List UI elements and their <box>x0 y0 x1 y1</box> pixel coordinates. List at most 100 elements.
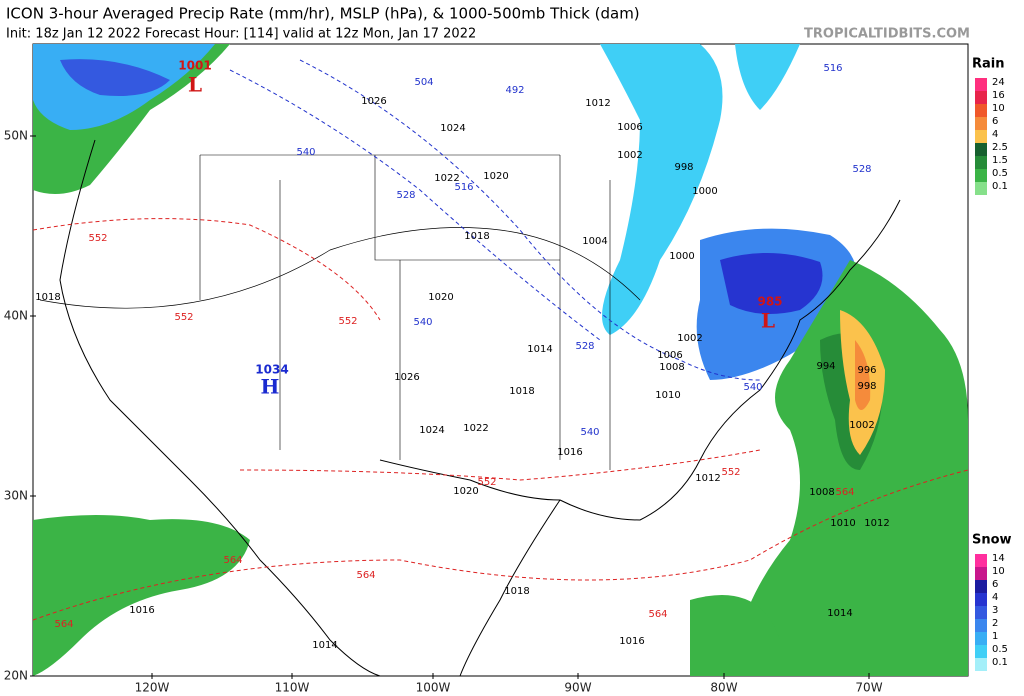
thickness-label: 540 <box>296 147 315 158</box>
isobar-label: 1024 <box>440 123 465 134</box>
lon-label: 90W <box>564 681 591 695</box>
color-swatch <box>975 104 987 117</box>
color-swatch <box>975 619 987 632</box>
color-swatch <box>975 143 987 156</box>
isobar-label: 1000 <box>692 186 717 197</box>
thickness-label: 564 <box>835 487 854 498</box>
isobar-label: 1012 <box>695 473 720 484</box>
isobar-label: 1016 <box>557 447 582 458</box>
lon-label: 120W <box>135 681 170 695</box>
center-pressure: 1001 <box>178 59 211 73</box>
init-line: Init: 18z Jan 12 2022 Forecast Hour: [11… <box>6 27 476 42</box>
color-swatch <box>975 156 987 169</box>
isobar-label: 1018 <box>35 292 60 303</box>
isobar-label: 1016 <box>619 636 644 647</box>
lat-label: 50N <box>4 129 28 143</box>
legend-label: 16 <box>992 90 1005 101</box>
isobar-label: 1014 <box>527 344 552 355</box>
isobar-label: 1020 <box>483 171 508 182</box>
thickness-label: 564 <box>54 619 73 630</box>
legend-title: Snow <box>972 533 1012 548</box>
center-pressure: 985 <box>757 295 782 309</box>
thickness-label: 552 <box>338 316 357 327</box>
isobar-label: 1006 <box>617 122 642 133</box>
legend-label: 0.1 <box>992 181 1008 192</box>
isobar-label: 1014 <box>827 608 852 619</box>
color-swatch <box>975 645 987 658</box>
lat-label: 20N <box>4 669 28 683</box>
thickness-label: 528 <box>852 164 871 175</box>
isobar-label: 1024 <box>419 425 444 436</box>
legend-label: 3 <box>992 605 998 616</box>
thickness-label: 552 <box>174 312 193 323</box>
map-area <box>32 43 969 677</box>
thickness-label: 552 <box>721 467 740 478</box>
isobar-label: 1002 <box>849 420 874 431</box>
isobar-label: 1012 <box>585 98 610 109</box>
isobar-label: 1008 <box>809 487 834 498</box>
isobar-label: 1022 <box>463 423 488 434</box>
credit: TROPICALTIDBITS.COM <box>804 27 970 42</box>
thickness-label: 552 <box>477 477 496 488</box>
color-swatch <box>975 554 987 567</box>
isobar-label: 1018 <box>509 386 534 397</box>
pressure-center: L <box>188 73 202 97</box>
isobar-label: 1008 <box>659 362 684 373</box>
pressure-center: H <box>261 375 280 399</box>
lat-label: 30N <box>4 489 28 503</box>
isobar-label: 1016 <box>129 605 154 616</box>
pressure-center: L <box>761 309 775 333</box>
isobar-label: 1018 <box>464 231 489 242</box>
legend-label: 1 <box>992 631 998 642</box>
isobar-label: 1026 <box>361 96 386 107</box>
isobar-label: 1004 <box>582 236 607 247</box>
isobar-label: 1018 <box>504 586 529 597</box>
legend-label: 0.5 <box>992 644 1008 655</box>
color-swatch <box>975 606 987 619</box>
lon-label: 70W <box>855 681 882 695</box>
legend-label: 24 <box>992 77 1005 88</box>
legend-label: 4 <box>992 592 998 603</box>
title: ICON 3-hour Averaged Precip Rate (mm/hr)… <box>6 5 640 23</box>
isobar-label: 1006 <box>657 350 682 361</box>
center-pressure: 1034 <box>255 363 288 377</box>
color-swatch <box>975 78 987 91</box>
map-labels: L1001L985H103410181016101410201014101810… <box>35 59 889 652</box>
isobar-label: 1012 <box>864 518 889 529</box>
isobar-label: 1020 <box>453 486 478 497</box>
legend-label: 14 <box>992 553 1005 564</box>
isobar-label: 998 <box>857 381 876 392</box>
lat-label: 40N <box>4 309 28 323</box>
isobar-label: 1026 <box>394 372 419 383</box>
thickness-label: 540 <box>743 382 762 393</box>
thickness-label: 516 <box>823 63 842 74</box>
lon-label: 100W <box>416 681 451 695</box>
thickness-label: 516 <box>454 182 473 193</box>
color-swatch <box>975 593 987 606</box>
isobar-label: 1002 <box>677 333 702 344</box>
legends: Rain 24 16 10 6 4 2.5 1.5 0.5 0.1 Snow 14 10 6 4 3 2 1 0.5… <box>972 57 1012 671</box>
legend-label: 10 <box>992 566 1005 577</box>
color-swatch <box>975 567 987 580</box>
thickness-label: 552 <box>88 233 107 244</box>
legend-label: 2 <box>992 618 998 629</box>
legend-label: 6 <box>992 116 998 127</box>
thickness-label: 564 <box>648 609 667 620</box>
color-swatch <box>975 91 987 104</box>
color-swatch <box>975 130 987 143</box>
legend-label: 1.5 <box>992 155 1008 166</box>
isobar-label: 998 <box>674 162 693 173</box>
thickness-label: 528 <box>396 190 415 201</box>
legend-label: 0.5 <box>992 168 1008 179</box>
thickness-label: 540 <box>580 427 599 438</box>
thickness-label: 528 <box>575 341 594 352</box>
legend-label: 2.5 <box>992 142 1008 153</box>
thickness-label: 564 <box>223 555 242 566</box>
isobar-label: 1010 <box>655 390 680 401</box>
legend-label: 10 <box>992 103 1005 114</box>
isobar-label: 1014 <box>312 640 337 651</box>
lon-label: 80W <box>710 681 737 695</box>
thickness-label: 540 <box>413 317 432 328</box>
